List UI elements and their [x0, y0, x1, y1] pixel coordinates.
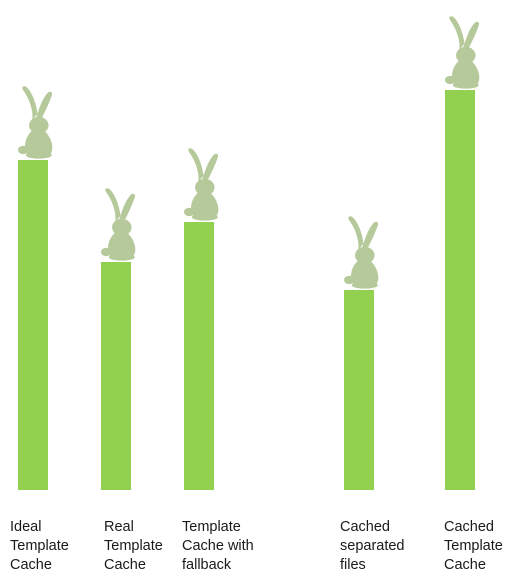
rabbit-icon: [101, 188, 136, 261]
category-label-4: Cached separated files: [340, 519, 405, 573]
bar-3: [184, 222, 214, 490]
rabbit-icon: [445, 16, 480, 89]
bar-1: [18, 160, 48, 490]
rabbit-icon: [18, 86, 53, 159]
rabbit-icon: [344, 216, 379, 289]
category-label-3: Template Cache with fallback: [182, 519, 254, 573]
bar-5: [445, 90, 475, 490]
bar-2: [101, 262, 131, 490]
rabbit-icon: [184, 148, 219, 221]
category-label-1: Ideal Template Cache: [10, 519, 69, 573]
category-label-5: Cached Template Cache: [444, 519, 503, 573]
bar-4: [344, 290, 374, 490]
category-label-2: Real Template Cache: [104, 519, 163, 573]
